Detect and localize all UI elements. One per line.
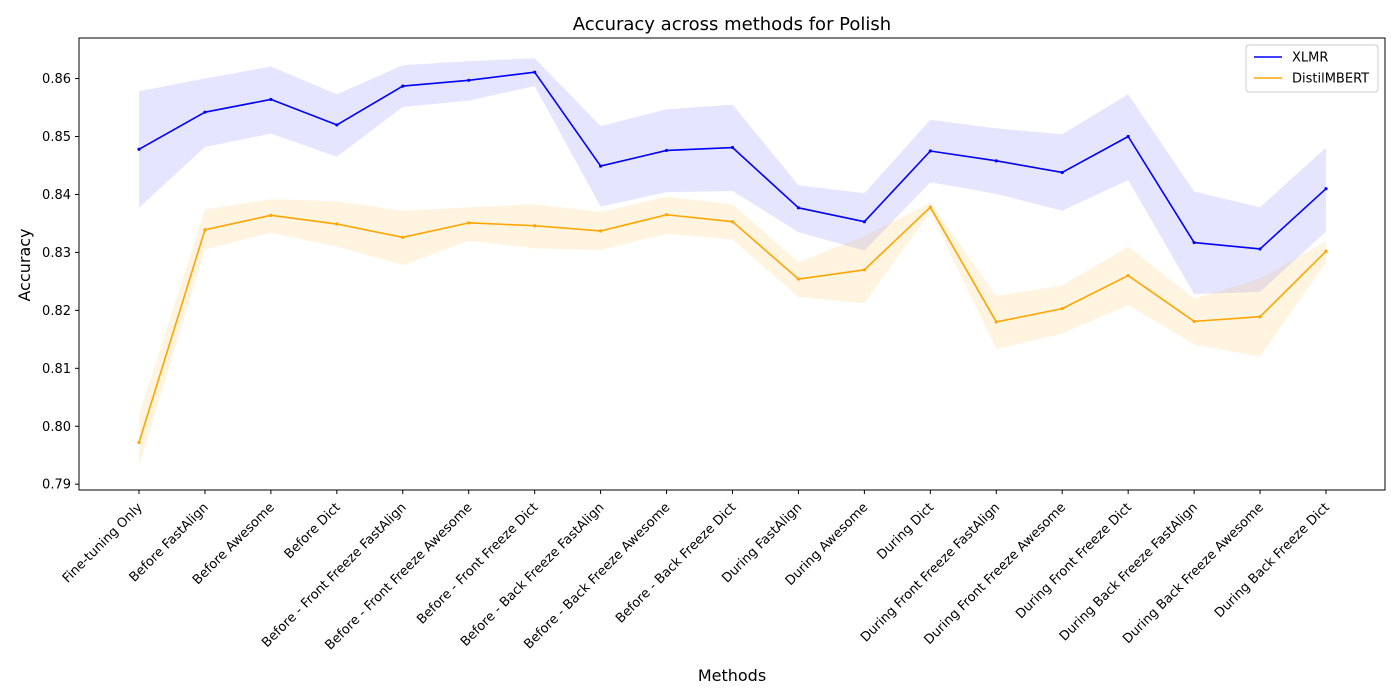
x-tick-label: Before - Front Freeze FastAlign <box>259 500 409 650</box>
data-point-xlmr <box>1324 187 1328 191</box>
x-tick-label: During Back Freeze Dict <box>1212 500 1333 621</box>
x-tick-label: During Back Freeze Awesome <box>1120 500 1267 647</box>
series-line-distilmbert <box>138 206 1327 443</box>
y-tick-label: 0.86 <box>42 72 71 87</box>
data-point-distilmbert <box>203 228 207 232</box>
x-tick-label: During Front Freeze FastAlign <box>858 500 1003 645</box>
confidence-band-distilmbert <box>139 196 1326 467</box>
data-point-distilmbert <box>137 440 141 445</box>
x-tick-label: During Front Freeze Awesome <box>921 500 1069 648</box>
x-tick-label: Before - Front Freeze Dict <box>414 500 541 627</box>
x-tick-label: During Front Freeze Dict <box>1013 500 1135 622</box>
data-point-distilmbert <box>1126 273 1130 278</box>
data-point-distilmbert <box>994 320 998 324</box>
data-point-xlmr <box>1126 134 1130 139</box>
x-tick-label: Before Dict <box>282 500 344 562</box>
data-point-distilmbert <box>664 213 669 217</box>
x-axis-label: Methods <box>698 666 766 685</box>
data-point-xlmr <box>599 164 603 168</box>
x-tick-label: Before - Back Freeze Awesome <box>521 500 673 652</box>
y-tick-label: 0.82 <box>42 304 71 319</box>
y-tick-label: 0.80 <box>42 420 71 435</box>
legend: XLMR DistilMBERT <box>1245 44 1379 93</box>
data-point-distilmbert <box>269 213 273 217</box>
data-point-xlmr <box>401 84 405 88</box>
legend-label-xlmr: XLMR <box>1292 51 1328 66</box>
data-point-xlmr <box>269 97 273 102</box>
chart-title: Accuracy across methods for Polish <box>573 14 891 35</box>
data-point-xlmr <box>335 123 339 127</box>
data-point-xlmr <box>928 149 932 153</box>
x-tick-label: Before - Back Freeze Dict <box>613 500 739 626</box>
data-point-xlmr <box>467 78 471 82</box>
data-point-xlmr <box>664 148 669 153</box>
data-point-distilmbert <box>599 229 603 233</box>
confidence-band-xlmr <box>139 58 1326 295</box>
y-tick-label: 0.84 <box>42 188 71 203</box>
data-point-distilmbert <box>928 205 932 209</box>
y-tick-label: 0.81 <box>42 362 71 377</box>
data-point-distilmbert <box>730 220 735 224</box>
data-point-distilmbert <box>1258 315 1262 319</box>
data-point-distilmbert <box>1324 249 1328 253</box>
plot-area: 0.790.800.810.820.830.840.850.86Fine-tun… <box>42 37 1386 653</box>
y-axis-label: Accuracy <box>15 228 34 301</box>
x-tick-label: During Dict <box>874 500 937 563</box>
y-tick-label: 0.83 <box>42 246 71 261</box>
data-point-xlmr <box>994 159 998 163</box>
data-point-xlmr <box>1258 247 1262 251</box>
data-point-distilmbert <box>533 224 537 228</box>
legend-label-distilmbert: DistilMBERT <box>1292 72 1369 87</box>
data-point-distilmbert <box>1060 307 1064 311</box>
data-point-xlmr <box>1192 240 1196 245</box>
data-point-distilmbert <box>862 268 866 272</box>
data-point-xlmr <box>533 70 537 74</box>
data-point-xlmr <box>1060 170 1064 175</box>
data-point-xlmr <box>796 206 801 210</box>
data-point-xlmr <box>730 145 735 150</box>
data-point-xlmr <box>137 147 141 151</box>
data-point-xlmr <box>203 110 207 114</box>
y-tick-label: 0.85 <box>42 130 71 145</box>
x-tick-label: Before - Front Freeze Awesome <box>323 500 476 653</box>
data-point-distilmbert <box>1192 319 1196 323</box>
y-tick-label: 0.79 <box>42 478 71 493</box>
data-point-xlmr <box>862 220 866 224</box>
x-tick-label: Before - Back Freeze FastAlign <box>458 500 607 649</box>
data-point-distilmbert <box>401 235 405 239</box>
data-point-distilmbert <box>335 222 339 226</box>
data-point-distilmbert <box>467 221 471 225</box>
data-point-distilmbert <box>796 277 801 281</box>
x-tick-label: During Back Freeze FastAlign <box>1057 500 1201 644</box>
